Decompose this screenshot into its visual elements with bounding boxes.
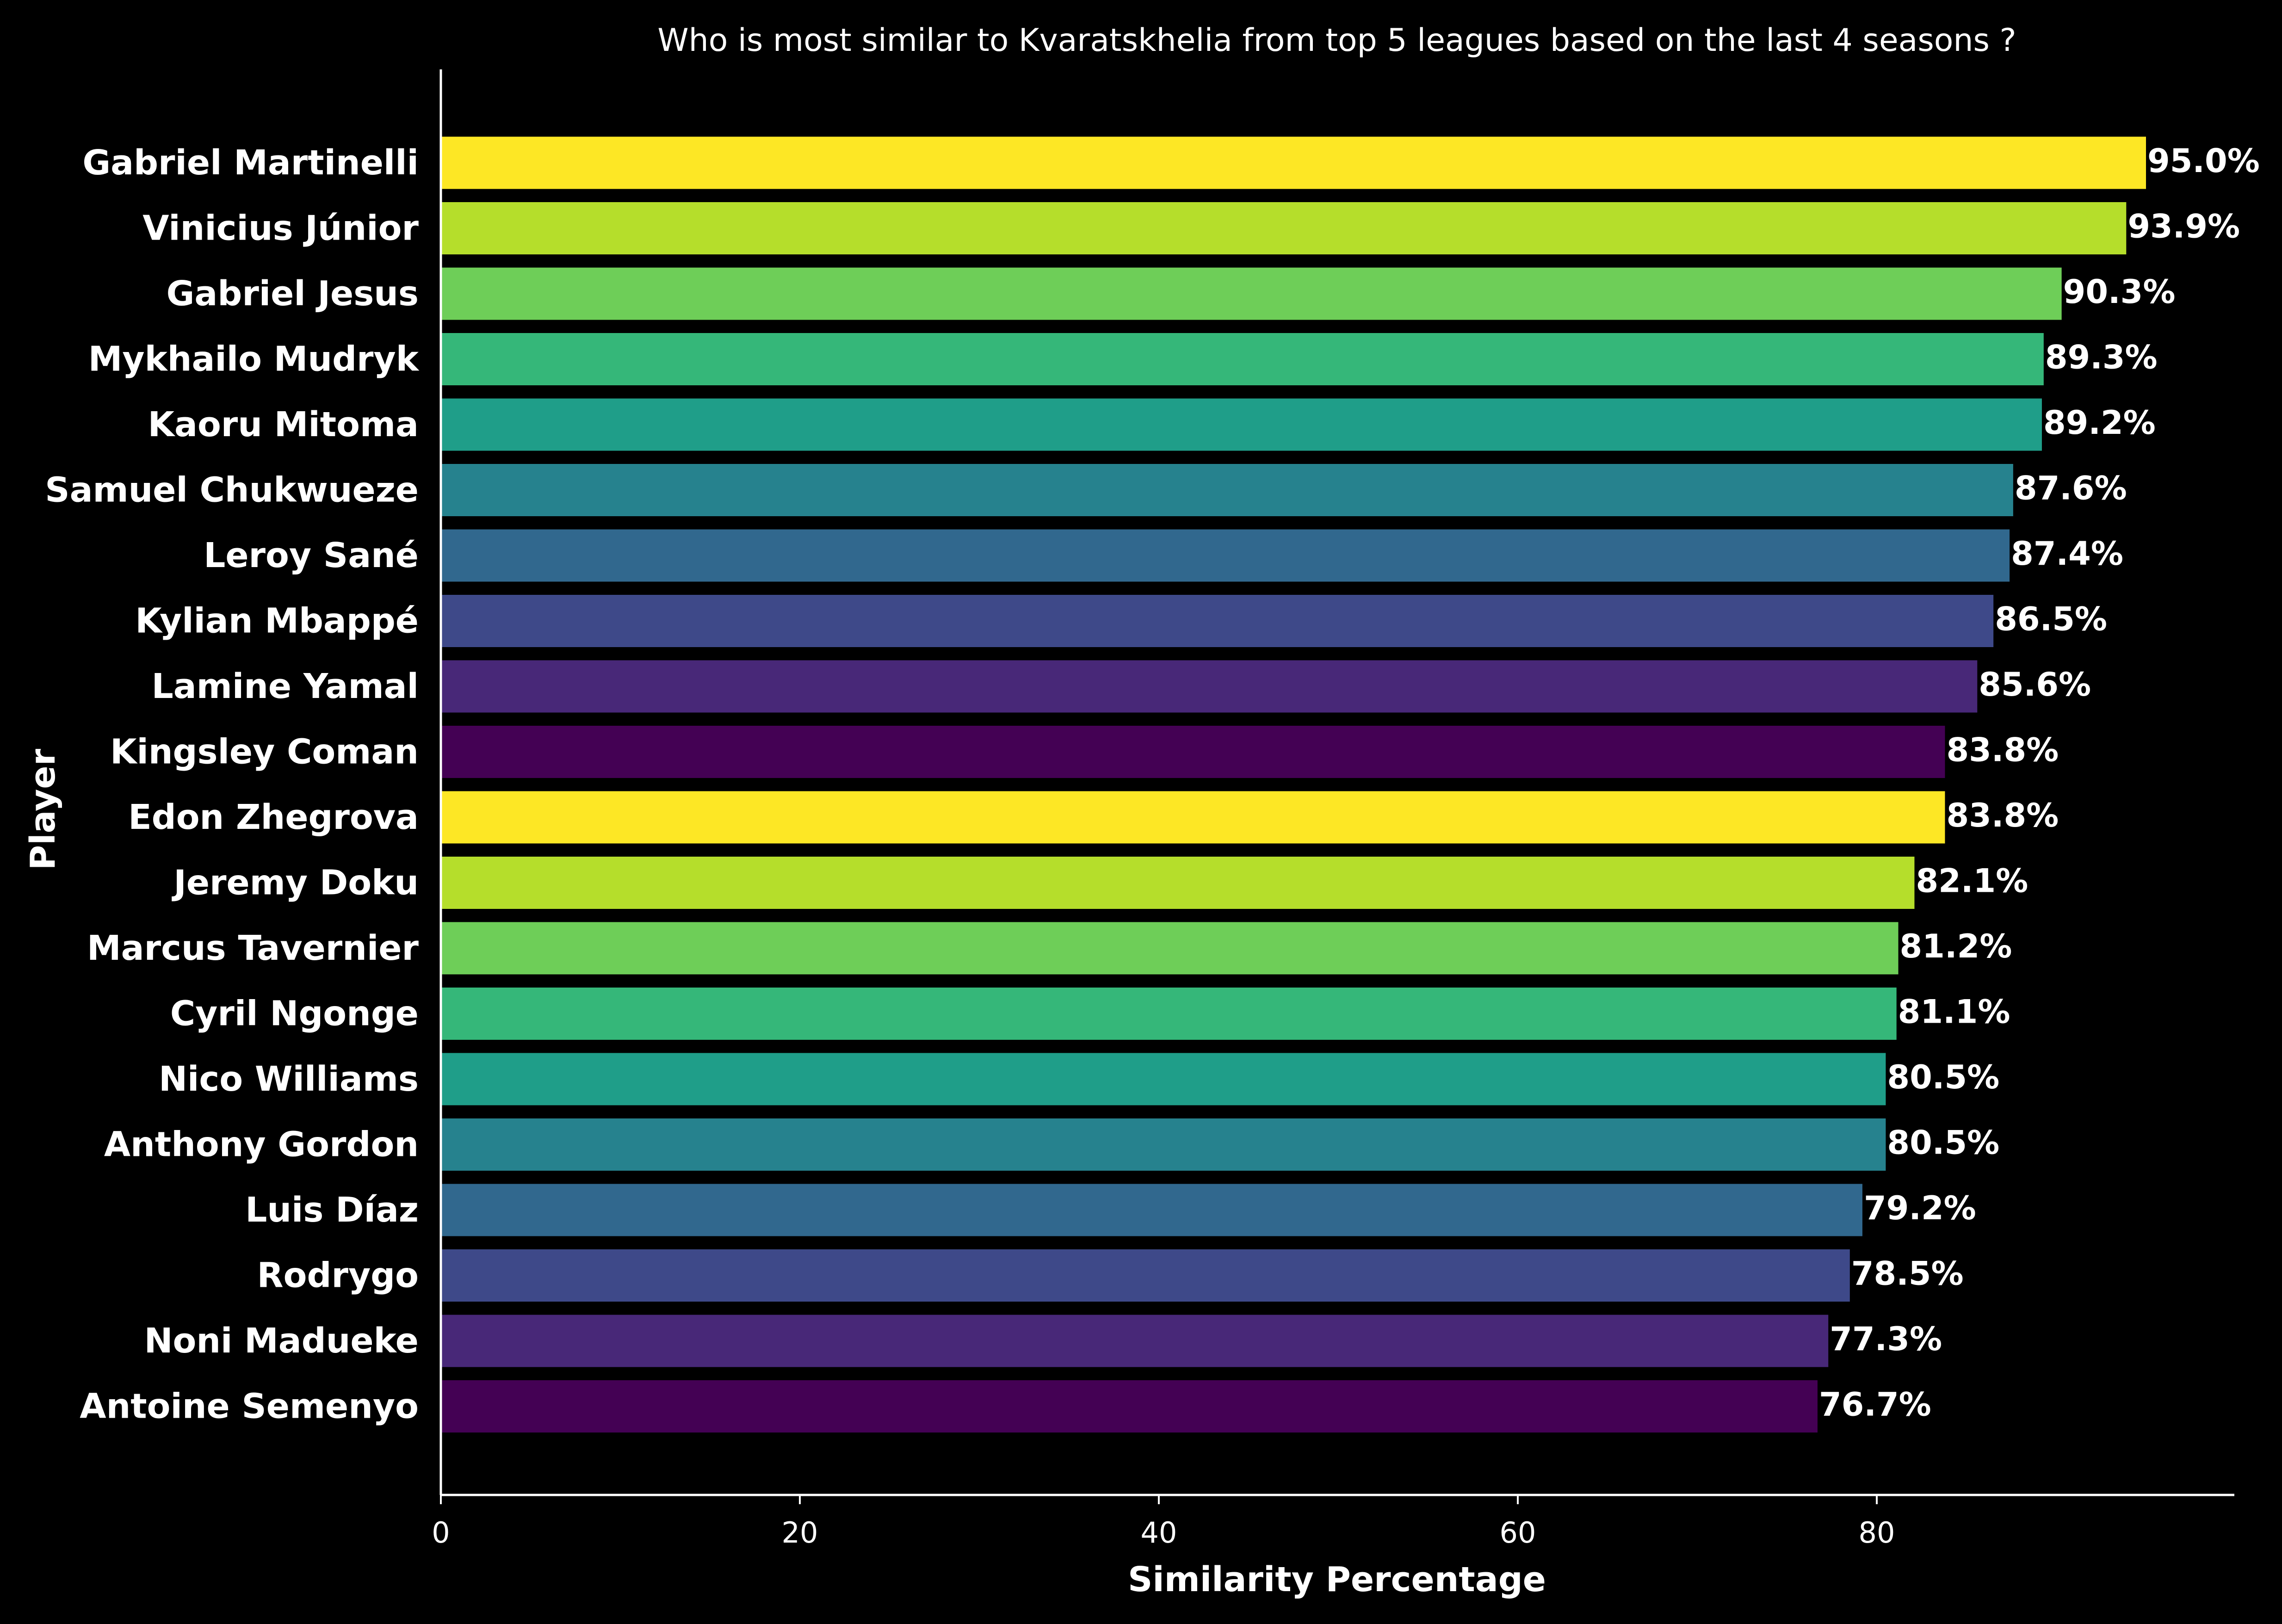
player-label-mykhailo-mudryk: Mykhailo Mudryk bbox=[88, 340, 420, 379]
player-label-kaoru-mitoma: Kaoru Mitoma bbox=[148, 405, 419, 445]
value-label-lamine-yamal: 85.6% bbox=[1979, 666, 2091, 704]
player-labels-group: Gabriel Martinelli Vinicius Júnior Gabriel… bbox=[45, 143, 419, 1426]
bar-kingsley-coman bbox=[441, 726, 1945, 778]
bar-anthony-gordon bbox=[441, 1118, 1886, 1171]
player-label-anthony-gordon: Anthony Gordon bbox=[104, 1125, 419, 1165]
x-tick-label-40: 40 bbox=[1141, 1516, 1177, 1550]
bar-antoine-semenyo bbox=[441, 1380, 1818, 1433]
bar-jeremy-doku bbox=[441, 857, 1915, 909]
bar-lamine-yamal bbox=[441, 660, 1978, 713]
value-label-gabriel-jesus: 90.3% bbox=[2063, 273, 2176, 311]
x-axis-label: Similarity Percentage bbox=[1128, 1560, 1546, 1599]
value-label-edon-zhegrova: 83.8% bbox=[1946, 797, 2059, 834]
player-label-samuel-chukwueze: Samuel Chukwueze bbox=[45, 470, 419, 510]
player-label-jeremy-doku: Jeremy Doku bbox=[171, 863, 419, 903]
player-label-nico-williams: Nico Williams bbox=[159, 1059, 419, 1099]
player-label-gabriel-jesus: Gabriel Jesus bbox=[167, 274, 419, 314]
x-ticks-group: 0 20 40 60 80 bbox=[432, 1495, 1895, 1550]
bar-marcus-tavernier bbox=[441, 922, 1899, 975]
bar-gabriel-jesus bbox=[441, 267, 2062, 320]
bar-rodrygo bbox=[441, 1249, 1850, 1302]
bar-luis-diaz bbox=[441, 1184, 1862, 1236]
bar-kaoru-mitoma bbox=[441, 398, 2042, 451]
value-label-jeremy-doku: 82.1% bbox=[1916, 862, 2028, 900]
bar-samuel-chukwueze bbox=[441, 464, 2013, 516]
player-label-noni-madueke: Noni Madueke bbox=[144, 1321, 419, 1361]
y-axis-label: Player bbox=[23, 748, 63, 870]
bars-group bbox=[441, 136, 2146, 1433]
player-label-marcus-tavernier: Marcus Tavernier bbox=[87, 928, 419, 968]
value-label-samuel-chukwueze: 87.6% bbox=[2015, 469, 2127, 507]
value-label-rodrygo: 78.5% bbox=[1851, 1255, 1964, 1293]
value-labels-group: 95.0% 93.9% 90.3% 89.3% 89.2% 87.6% 87.4% 86.5%… bbox=[1819, 142, 2260, 1424]
value-label-cyril-ngonge: 81.1% bbox=[1898, 993, 2010, 1031]
player-label-antoine-semenyo: Antoine Semenyo bbox=[80, 1387, 419, 1426]
x-tick-label-20: 20 bbox=[782, 1516, 818, 1550]
player-label-kylian-mbappe: Kylian Mbappé bbox=[135, 601, 419, 641]
player-label-rodrygo: Rodrygo bbox=[257, 1256, 419, 1296]
value-label-marcus-tavernier: 81.2% bbox=[1900, 927, 2012, 965]
bar-nico-williams bbox=[441, 1053, 1886, 1105]
player-label-luis-diaz: Luis Díaz bbox=[245, 1190, 419, 1230]
value-label-gabriel-martinelli: 95.0% bbox=[2147, 142, 2260, 180]
player-label-kingsley-coman: Kingsley Coman bbox=[110, 732, 419, 772]
value-label-antoine-semenyo: 76.7% bbox=[1819, 1386, 1931, 1424]
value-label-luis-diaz: 79.2% bbox=[1864, 1189, 1976, 1227]
player-label-leroy-sane: Leroy Sané bbox=[204, 536, 419, 575]
chart-title: Who is most similar to Kvaratskhelia fro… bbox=[657, 22, 2016, 59]
bar-edon-zhegrova bbox=[441, 791, 1945, 844]
player-label-gabriel-martinelli: Gabriel Martinelli bbox=[82, 143, 419, 183]
bar-kylian-mbappe bbox=[441, 595, 1994, 647]
bar-mykhailo-mudryk bbox=[441, 333, 2044, 385]
player-label-cyril-ngonge: Cyril Ngonge bbox=[170, 994, 419, 1034]
value-label-kylian-mbappe: 86.5% bbox=[1995, 600, 2107, 638]
value-label-nico-williams: 80.5% bbox=[1887, 1058, 1999, 1096]
value-label-kingsley-coman: 83.8% bbox=[1946, 731, 2059, 769]
value-label-mykhailo-mudryk: 89.3% bbox=[2045, 339, 2158, 377]
bar-noni-madueke bbox=[441, 1315, 1829, 1367]
bar-vinicius-junior bbox=[441, 202, 2127, 254]
bar-gabriel-martinelli bbox=[441, 136, 2146, 189]
player-label-lamine-yamal: Lamine Yamal bbox=[152, 667, 419, 706]
value-label-noni-madueke: 77.3% bbox=[1830, 1320, 1942, 1358]
value-label-vinicius-junior: 93.9% bbox=[2127, 208, 2240, 246]
value-label-leroy-sane: 87.4% bbox=[2011, 535, 2123, 573]
bar-leroy-sane bbox=[441, 529, 2010, 582]
x-tick-label-0: 0 bbox=[432, 1516, 450, 1550]
bar-cyril-ngonge bbox=[441, 988, 1897, 1040]
value-label-kaoru-mitoma: 89.2% bbox=[2043, 404, 2156, 442]
value-label-anthony-gordon: 80.5% bbox=[1887, 1124, 1999, 1162]
player-label-edon-zhegrova: Edon Zhegrova bbox=[128, 797, 419, 837]
player-label-vinicius-junior: Vinicius Júnior bbox=[142, 209, 419, 248]
x-tick-label-80: 80 bbox=[1859, 1516, 1895, 1550]
x-tick-label-60: 60 bbox=[1500, 1516, 1536, 1550]
